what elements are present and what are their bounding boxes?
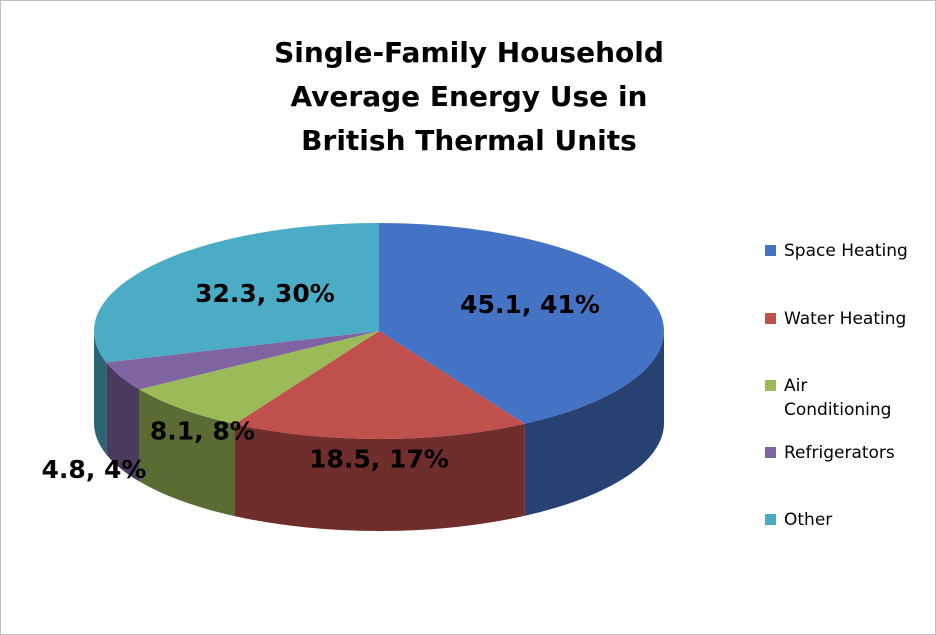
data-label-space-heating: 45.1, 41% xyxy=(460,290,600,319)
pie-side-space-heating xyxy=(524,331,664,516)
pie-side-walls xyxy=(94,331,664,531)
legend-label: Air Conditioning xyxy=(784,376,892,420)
pie-slice-refrigerators xyxy=(106,331,379,390)
legend-item-other: Other xyxy=(765,508,914,532)
pie-side-other xyxy=(94,331,107,455)
legend-item-refrigerators: Refrigerators xyxy=(765,441,914,465)
legend-label: Space Heating xyxy=(784,241,908,261)
legend-swatch xyxy=(765,514,776,525)
legend-swatch xyxy=(765,380,776,391)
data-label-other: 32.3, 30% xyxy=(195,279,335,308)
chart-title-line-3: British Thermal Units xyxy=(301,124,637,157)
legend-swatch xyxy=(765,447,776,458)
pie-slice-other xyxy=(94,223,380,363)
legend-label: Refrigerators xyxy=(784,443,895,463)
legend-swatch xyxy=(765,313,776,324)
pie-slice-air-conditioning xyxy=(139,331,379,425)
pie-data-labels: 45.1, 41% 18.5, 17% 8.1, 8%4.8, 4% 32.3, 30… xyxy=(42,279,600,484)
pie-side-air-conditioning xyxy=(139,389,235,517)
pie-side-refrigerators xyxy=(106,362,140,482)
pie-slice-water-heating xyxy=(234,331,525,439)
pie-slice-space-heating xyxy=(379,223,665,424)
chart-title: Single-Family Household Average Energy U… xyxy=(219,31,719,163)
legend-label: Water Heating xyxy=(784,309,907,329)
pie-side-shade-space-heating xyxy=(524,331,664,516)
data-label-water-heating: 18.5, 17% xyxy=(309,444,449,473)
chart-title-line-1: Single-Family Household xyxy=(274,36,664,69)
pie-side-shade-other xyxy=(94,331,107,455)
legend-label: Other xyxy=(784,510,833,530)
pie-side-shade-air-conditioning xyxy=(139,389,235,517)
pie-side-shade-water-heating xyxy=(234,423,525,531)
chart-title-line-2: Average Energy Use in xyxy=(290,80,648,113)
pie-side-water-heating xyxy=(234,423,525,531)
legend-item-space-heating: Space Heating xyxy=(765,239,914,263)
data-label-refrigerators: 4.8, 4% xyxy=(42,455,147,484)
data-label-air-conditioning: 8.1, 8% xyxy=(150,416,255,445)
legend-item-water-heating: Water Heating xyxy=(765,307,914,331)
legend-item-air-conditioning: Air Conditioning xyxy=(765,374,914,422)
pie-side-shade-refrigerators xyxy=(106,362,140,482)
legend-swatch xyxy=(765,245,776,256)
pie-slices xyxy=(94,223,665,439)
